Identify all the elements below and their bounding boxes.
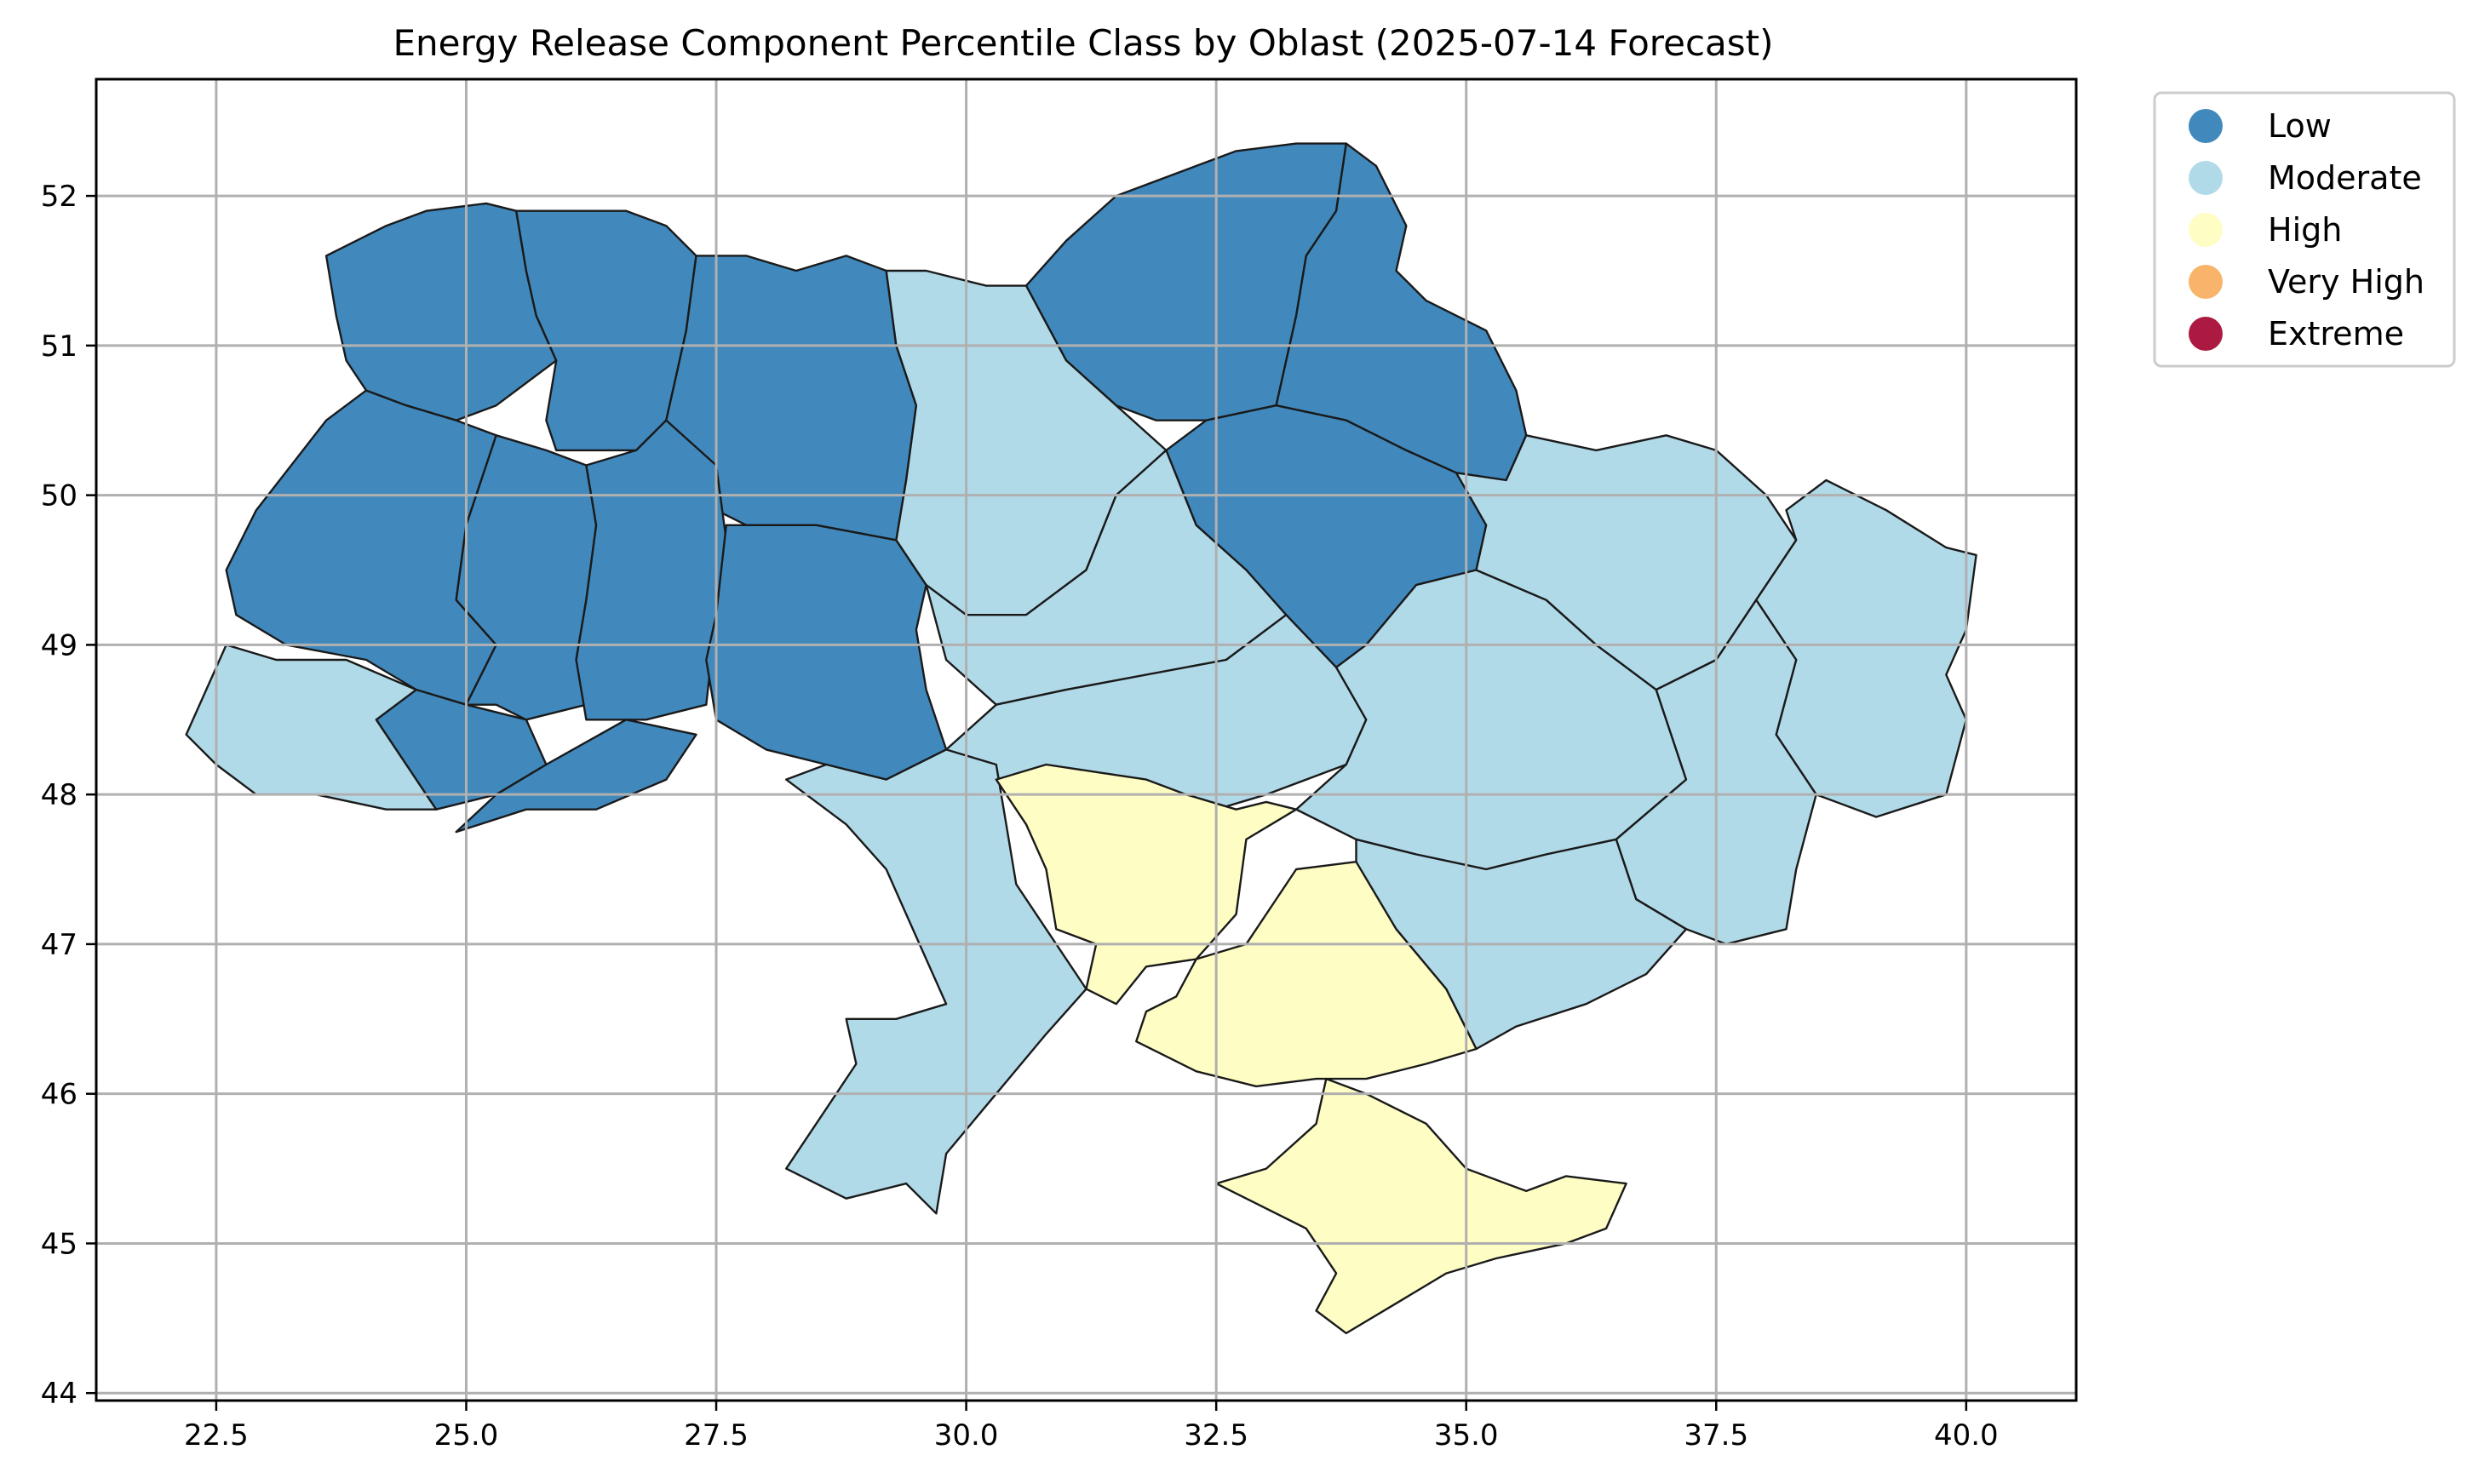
region-kherson <box>1135 861 1478 1088</box>
x-axis-ticks: 22.5 25.0 27.5 30.0 32.5 35.0 37.5 40.0 <box>184 1401 1999 1452</box>
x-tick-label: 25.0 <box>434 1418 499 1452</box>
legend-label-moderate: Moderate <box>2268 159 2422 197</box>
legend: Low Moderate High Very High Extreme <box>2153 91 2456 368</box>
y-tick-label: 45 <box>41 1227 77 1261</box>
legend-marker-moderate <box>2189 161 2223 195</box>
y-tick-label: 44 <box>41 1377 77 1411</box>
legend-item-very-high: Very High <box>2189 263 2424 301</box>
x-tick-label: 32.5 <box>1184 1418 1248 1452</box>
region-odesa <box>785 748 1087 1215</box>
legend-item-high: High <box>2189 211 2342 249</box>
x-tick-label: 30.0 <box>934 1418 999 1452</box>
y-tick-label: 52 <box>41 180 77 214</box>
grid-layer <box>96 79 2076 1401</box>
region-mykolaiv <box>995 763 1298 1006</box>
y-tick-label: 49 <box>41 628 77 662</box>
chart-title: Energy Release Component Percentile Clas… <box>393 22 1773 64</box>
x-tick-label: 37.5 <box>1684 1418 1748 1452</box>
legend-marker-high <box>2189 213 2223 247</box>
legend-label-high: High <box>2268 211 2342 249</box>
y-tick-label: 50 <box>41 479 77 513</box>
region-crimea <box>1215 1077 1627 1335</box>
y-tick-label: 51 <box>41 329 77 364</box>
plot-frame <box>95 77 2078 1402</box>
x-tick-label: 40.0 <box>1934 1418 1999 1452</box>
y-tick-label: 47 <box>41 928 77 962</box>
y-tick-label: 48 <box>41 778 77 812</box>
legend-marker-extreme <box>2189 317 2223 351</box>
region-chernivtsi <box>455 719 697 834</box>
region-khmelnytskyi <box>575 419 727 721</box>
legend-label-extreme: Extreme <box>2268 315 2404 352</box>
legend-item-low: Low <box>2189 107 2332 145</box>
legend-marker-low <box>2189 109 2223 143</box>
x-tick-label: 35.0 <box>1434 1418 1499 1452</box>
y-tick-label: 46 <box>41 1078 77 1112</box>
y-axis-ticks: 44 45 46 47 48 49 50 51 52 <box>41 180 96 1411</box>
legend-item-extreme: Extreme <box>2189 315 2404 352</box>
legend-marker-very-high <box>2189 265 2223 299</box>
x-tick-label: 22.5 <box>184 1418 249 1452</box>
legend-frame <box>2153 91 2456 368</box>
legend-label-very-high: Very High <box>2268 263 2424 301</box>
legend-item-moderate: Moderate <box>2189 159 2422 197</box>
legend-label-low: Low <box>2268 107 2332 145</box>
x-tick-label: 27.5 <box>684 1418 749 1452</box>
